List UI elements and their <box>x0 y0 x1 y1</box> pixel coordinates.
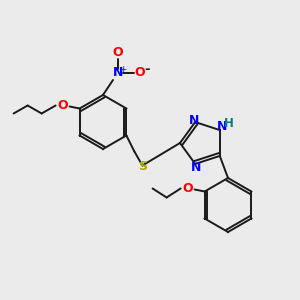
Text: N: N <box>217 120 227 133</box>
Text: N: N <box>191 161 201 174</box>
Text: +: + <box>119 64 127 74</box>
Text: -: - <box>144 62 150 76</box>
Text: O: O <box>135 67 145 80</box>
Text: N: N <box>113 67 123 80</box>
Text: O: O <box>113 46 123 59</box>
Text: O: O <box>57 99 68 112</box>
Text: S: S <box>138 160 147 173</box>
Text: N: N <box>189 114 200 127</box>
Text: H: H <box>224 117 234 130</box>
Text: O: O <box>182 182 193 195</box>
